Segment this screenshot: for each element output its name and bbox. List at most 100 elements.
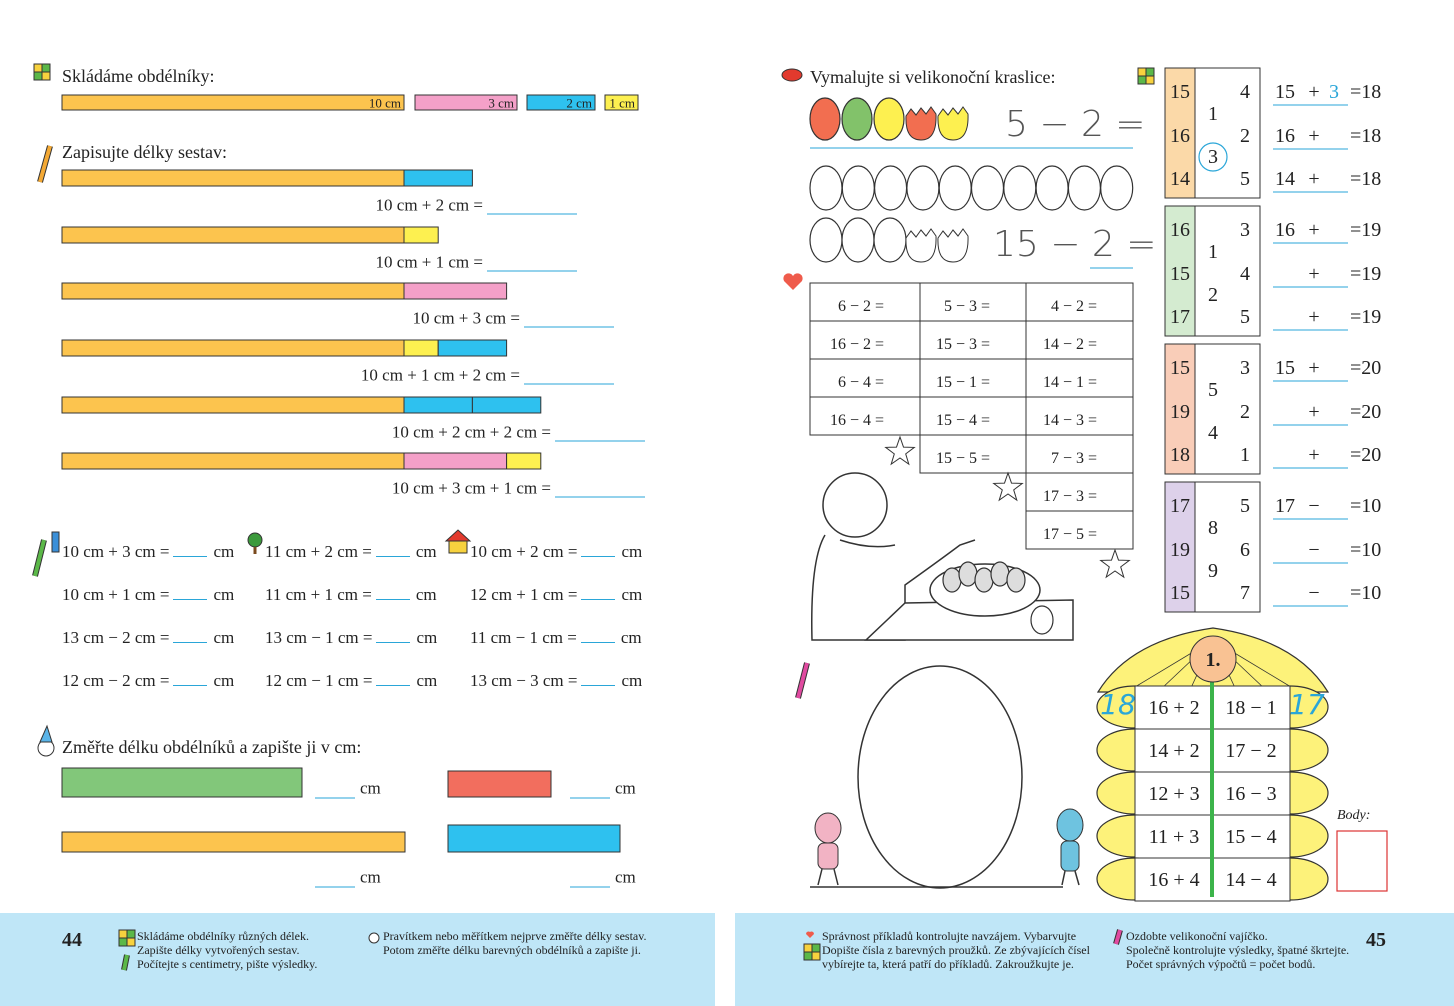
icon xyxy=(33,63,43,73)
icon xyxy=(38,145,52,183)
equation-result: =20 xyxy=(1350,444,1382,466)
egg xyxy=(841,217,875,263)
equation-number: 17 xyxy=(1275,495,1295,517)
equation: 11 cm + 1 cm = xyxy=(265,585,372,604)
strip-number: 18 xyxy=(1170,444,1190,466)
strip-number: 5 xyxy=(1208,379,1218,401)
operator: + xyxy=(1308,263,1320,285)
instruction: Skládáme obdélníky různých délek. xyxy=(137,929,309,943)
equation-row: 13 cm − 2 cm = cm xyxy=(62,628,234,648)
strip-number: 2 xyxy=(1240,125,1250,147)
section-title: Skládáme obdélníky: xyxy=(62,66,215,86)
handwritten-score: 17 xyxy=(1289,688,1325,721)
egg xyxy=(1067,165,1102,211)
icon xyxy=(796,662,809,699)
alien xyxy=(817,868,823,886)
equation-result: =19 xyxy=(1350,306,1382,328)
egg xyxy=(873,217,907,263)
sample-bar xyxy=(526,94,596,111)
operator: + xyxy=(1308,168,1320,190)
icon xyxy=(247,532,263,548)
strip-number: 2 xyxy=(1208,284,1218,306)
instruction: Potom změřte délku barevných obdélníků a… xyxy=(383,943,641,957)
boy-body xyxy=(811,534,976,641)
strip-number: 1 xyxy=(1240,444,1250,466)
icon xyxy=(1145,67,1155,77)
equation-result: =19 xyxy=(1350,263,1382,285)
boy-head xyxy=(822,472,888,538)
icon xyxy=(806,931,814,938)
equation-row: 10 cm + 1 cm = cm xyxy=(62,585,234,605)
decorate-egg xyxy=(857,665,1023,889)
bar-label: 2 cm xyxy=(566,95,592,111)
icon xyxy=(51,531,60,553)
table-equation: 15 − 3 = xyxy=(935,336,990,353)
equation: 10 cm + 3 cm = xyxy=(62,542,170,561)
operator: + xyxy=(1308,219,1320,241)
icon xyxy=(811,951,821,961)
strip-number: 9 xyxy=(1208,560,1218,582)
composed-bar xyxy=(403,226,439,244)
cracked-egg xyxy=(937,228,969,263)
egg xyxy=(938,165,972,211)
composed-bar xyxy=(506,452,542,470)
composed-bar xyxy=(61,339,405,357)
egg xyxy=(809,217,843,263)
icon xyxy=(368,932,380,944)
equation-result: =20 xyxy=(1350,357,1382,379)
egg xyxy=(841,97,873,141)
icon xyxy=(1137,75,1147,85)
equation: 13 cm − 3 cm = xyxy=(470,671,578,690)
strip-number: 19 xyxy=(1170,539,1190,561)
house-equation: 14 − 4 xyxy=(1225,869,1277,891)
exercise-number: 1. xyxy=(1205,649,1221,671)
table-equation: 6 − 2 = xyxy=(837,298,884,315)
house-equation: 17 − 2 xyxy=(1225,740,1277,762)
alien xyxy=(1060,840,1080,872)
strip-number: 4 xyxy=(1240,263,1250,285)
section-title: Změřte délku obdélníků a zapište ji v cm… xyxy=(62,737,362,757)
icon xyxy=(118,929,128,939)
equation: 10 cm + 1 cm = xyxy=(375,252,483,272)
unit: cm xyxy=(416,628,438,647)
equation-row: 12 cm − 2 cm = cm xyxy=(62,671,234,691)
color-strip xyxy=(1164,481,1196,613)
instruction: Počítejte s centimetry, pište výsledky. xyxy=(137,957,318,971)
unit: cm xyxy=(213,542,235,561)
table-equation: 15 − 5 = xyxy=(935,450,990,467)
strip-number: 5 xyxy=(1240,306,1250,328)
page-number: 44 xyxy=(62,929,82,951)
points-label: Body: xyxy=(1337,808,1371,823)
equation: 10 cm + 2 cm = xyxy=(375,195,483,215)
house-equation: 12 + 3 xyxy=(1148,783,1200,805)
unit: cm xyxy=(615,867,636,887)
written-answer: 3 xyxy=(1329,81,1339,103)
icon xyxy=(41,63,51,73)
answer-blank xyxy=(581,671,616,686)
operator: + xyxy=(1308,401,1320,423)
alien xyxy=(833,868,839,886)
house-equation: 18 − 1 xyxy=(1225,697,1277,719)
instruction: Správnost příkladů kontrolujte navzájem.… xyxy=(822,929,1077,943)
star xyxy=(1099,548,1131,579)
unit: cm xyxy=(621,542,643,561)
color-strip xyxy=(1164,67,1196,199)
egg xyxy=(873,97,905,141)
strip-number: 8 xyxy=(1208,517,1218,539)
operator: + xyxy=(1308,357,1320,379)
icon xyxy=(33,71,43,81)
icon xyxy=(33,539,46,577)
icon xyxy=(803,943,813,953)
table-equation: 7 − 3 = xyxy=(1050,450,1097,467)
egg xyxy=(809,97,841,141)
table-equation: 14 − 1 = xyxy=(1042,374,1097,391)
egg xyxy=(970,165,1005,211)
table-equation: 15 − 4 = xyxy=(935,412,990,429)
composed-bar xyxy=(61,452,405,470)
answer-blank xyxy=(173,671,208,686)
instruction: Pravítkem nebo měřítkem nejprve změřte d… xyxy=(383,929,647,943)
strip-number: 17 xyxy=(1170,306,1190,328)
equation-number: 15 xyxy=(1275,81,1295,103)
unit: cm xyxy=(615,778,636,798)
